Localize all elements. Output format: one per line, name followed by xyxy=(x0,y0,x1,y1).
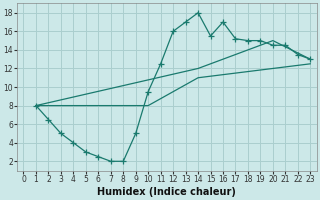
X-axis label: Humidex (Indice chaleur): Humidex (Indice chaleur) xyxy=(98,187,236,197)
